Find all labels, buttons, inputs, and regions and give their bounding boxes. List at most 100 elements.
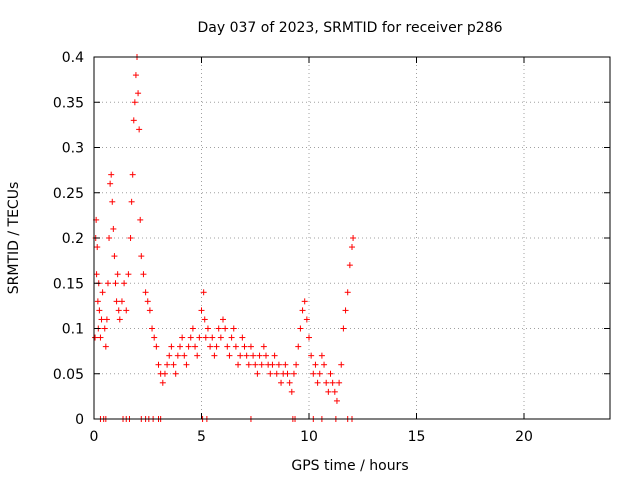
data-point: [306, 334, 312, 341]
data-point: [121, 280, 128, 287]
data-point: [102, 343, 109, 350]
data-point: [92, 334, 99, 341]
data-point: [295, 343, 302, 350]
data-point: [99, 289, 106, 296]
y-tick-label: 0.05: [53, 367, 84, 383]
data-point: [192, 343, 199, 350]
data-point: [128, 198, 135, 205]
data-point: [200, 289, 207, 296]
data-point: [93, 271, 100, 278]
data-point: [109, 198, 116, 205]
data-point: [220, 316, 226, 323]
data-point: [108, 171, 115, 178]
data-point: [211, 352, 218, 359]
data-point: [198, 307, 205, 314]
data-point: [168, 343, 175, 350]
data-point: [290, 370, 297, 377]
y-tick-label: 0.15: [53, 276, 84, 292]
data-point: [232, 343, 239, 350]
data-point: [153, 343, 160, 350]
data-point: [138, 253, 145, 260]
data-point: [286, 379, 293, 386]
data-point: [288, 388, 295, 395]
data-point: [112, 280, 119, 287]
data-point: [140, 271, 147, 278]
data-point: [170, 361, 177, 368]
data-point: [230, 325, 237, 332]
data-point: [275, 361, 282, 368]
data-point: [146, 307, 153, 314]
data-point: [213, 343, 220, 350]
data-point: [132, 72, 139, 79]
data-point: [187, 334, 194, 341]
data-point: [346, 262, 353, 269]
data-point: [263, 352, 269, 359]
data-point: [194, 352, 201, 359]
y-tick-label: 0.35: [53, 95, 84, 111]
data-point: [237, 352, 244, 359]
data-point: [130, 117, 137, 124]
data-point: [116, 316, 123, 323]
chart-title: Day 037 of 2023, SRMTID for receiver p28…: [197, 20, 502, 36]
y-tick-label: 0.4: [62, 50, 84, 66]
data-point: [349, 244, 355, 251]
data-point: [204, 325, 211, 332]
data-point: [297, 325, 304, 332]
x-tick-label: 20: [515, 429, 533, 445]
data-point: [228, 334, 235, 341]
data-point: [202, 334, 209, 341]
data-point: [98, 316, 105, 323]
data-point: [331, 388, 338, 395]
data-point: [127, 235, 134, 241]
data-point: [243, 352, 250, 359]
data-point: [183, 361, 190, 368]
data-point: [344, 289, 351, 296]
data-point: [114, 271, 121, 278]
x-tick-label: 15: [408, 429, 426, 445]
data-point: [303, 316, 310, 323]
data-point: [342, 307, 349, 314]
data-point: [110, 225, 117, 232]
data-point: [325, 388, 332, 395]
data-point: [308, 352, 315, 359]
data-point: [329, 379, 336, 386]
data-point: [151, 334, 158, 341]
y-tick-label: 0.3: [62, 141, 84, 157]
data-point: [161, 370, 168, 377]
data-point: [301, 298, 308, 305]
data-point: [269, 361, 276, 368]
data-point: [177, 343, 183, 350]
data-point: [254, 370, 261, 377]
data-point: [224, 343, 231, 350]
data-point: [104, 280, 111, 287]
x-tick-label: 5: [197, 429, 206, 445]
data-point: [282, 361, 289, 368]
data-point: [129, 171, 136, 178]
data-point: [107, 180, 114, 187]
data-point: [271, 352, 278, 359]
data-point: [226, 352, 233, 359]
data-point: [323, 379, 330, 386]
data-point: [258, 361, 265, 368]
data-points: [92, 54, 357, 422]
data-point: [144, 298, 151, 305]
data-point: [336, 379, 343, 386]
data-point: [164, 361, 171, 368]
data-point: [106, 235, 113, 241]
data-point: [267, 370, 274, 377]
data-point: [245, 361, 252, 368]
x-axis-label: GPS time / hours: [291, 458, 408, 474]
data-point: [94, 244, 101, 251]
data-point: [101, 325, 108, 332]
data-point: [252, 361, 259, 368]
data-point: [142, 289, 149, 296]
data-point: [135, 90, 142, 97]
data-point: [111, 253, 118, 260]
data-point: [321, 361, 328, 368]
data-point: [103, 316, 110, 323]
data-point: [316, 370, 323, 377]
data-point: [284, 370, 291, 377]
data-point: [136, 126, 143, 133]
data-point: [189, 325, 196, 332]
data-point: [340, 325, 347, 332]
